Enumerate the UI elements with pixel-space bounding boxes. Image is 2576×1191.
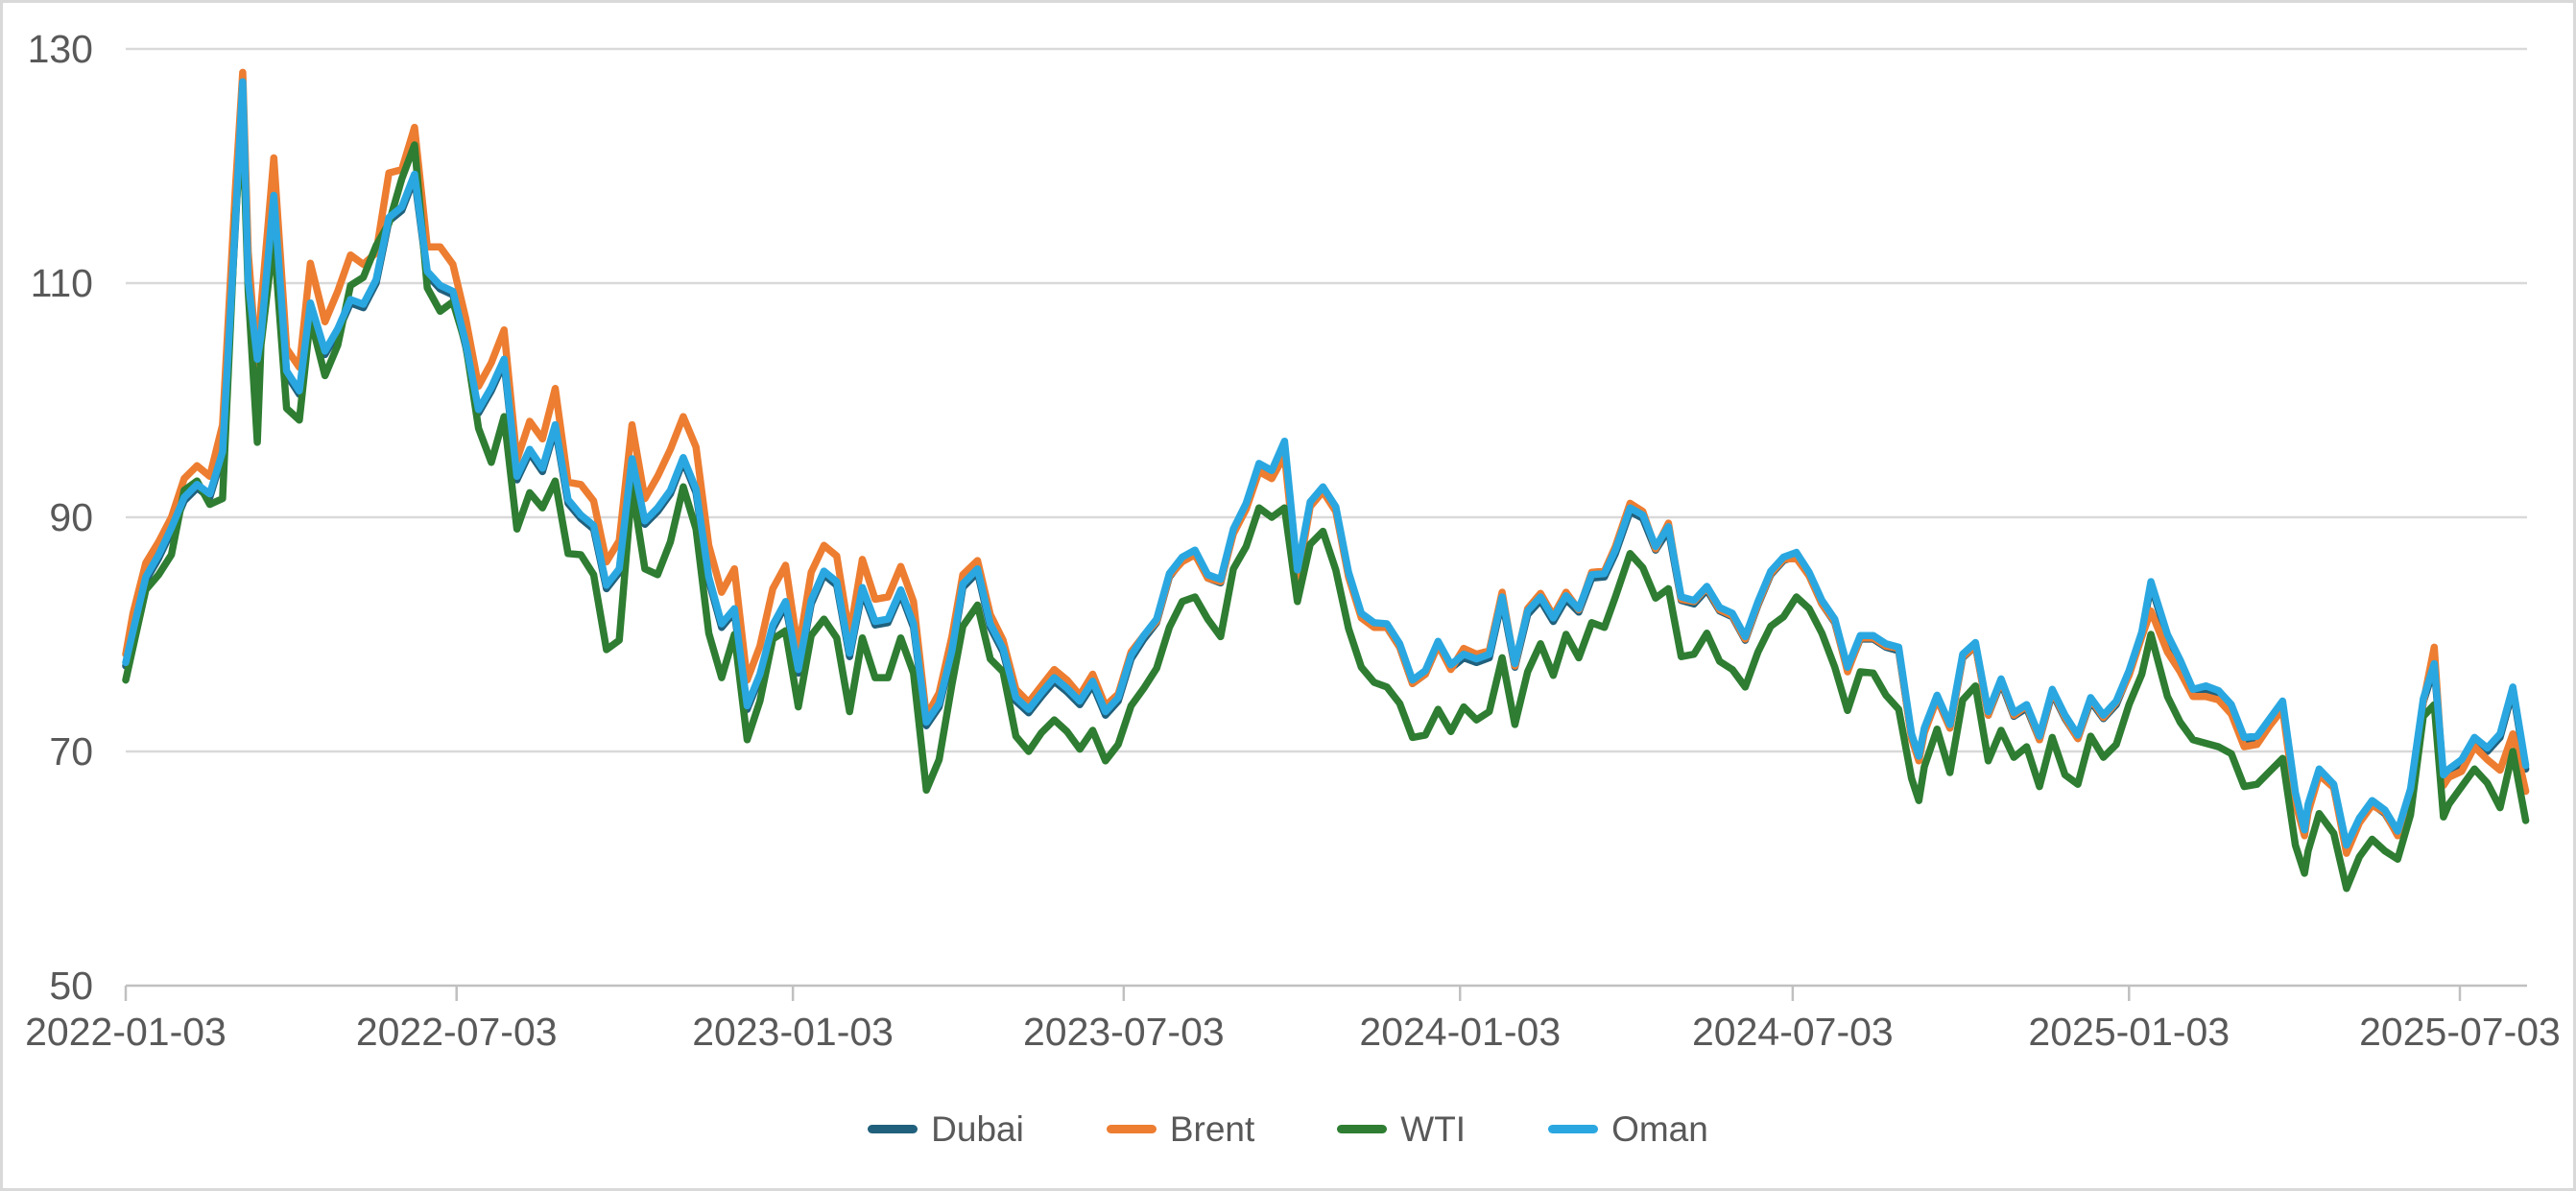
x-axis-tick-label: 2022-01-03: [25, 1010, 227, 1054]
legend-label: WTI: [1400, 1109, 1467, 1149]
legend-swatch-icon: [868, 1125, 918, 1133]
x-axis: [124, 984, 2527, 1001]
legend-swatch-icon: [1548, 1125, 1599, 1133]
legend-label: Oman: [1611, 1109, 1708, 1149]
series-lines: [122, 68, 2530, 893]
x-axis-labels: 2022-01-03 2022-07-03 2023-01-03 2023-07-03…: [25, 1010, 2561, 1054]
series-line-wti[interactable]: [122, 119, 2530, 893]
y-axis-tick-label: 70: [49, 729, 93, 774]
series-line-dubai[interactable]: [122, 82, 2530, 853]
legend-label: Brent: [1169, 1109, 1255, 1149]
legend-item-dubai[interactable]: Dubai: [868, 1111, 1024, 1147]
gridlines: [126, 47, 2527, 753]
legend: Dubai Brent WTI Oman: [0, 1111, 2576, 1147]
y-axis-tick-label: 50: [49, 964, 93, 1008]
x-axis-tick-label: 2024-07-03: [1692, 1010, 1894, 1054]
x-axis-tick-label: 2025-01-03: [2028, 1010, 2230, 1054]
y-axis-tick-label: 90: [49, 495, 93, 539]
legend-label: Dubai: [931, 1109, 1024, 1149]
series-line-brent[interactable]: [122, 68, 2530, 857]
legend-item-wti[interactable]: WTI: [1337, 1111, 1466, 1147]
y-axis-tick-label: 110: [31, 261, 93, 305]
x-axis-tick-label: 2023-07-03: [1023, 1010, 1225, 1054]
legend-item-oman[interactable]: Oman: [1548, 1111, 1708, 1147]
y-axis-tick-label: 130: [28, 27, 93, 71]
x-axis-tick-label: 2023-01-03: [692, 1010, 894, 1054]
x-axis-tick-label: 2024-01-03: [1359, 1010, 1561, 1054]
legend-item-brent[interactable]: Brent: [1106, 1109, 1255, 1149]
legend-swatch-icon: [1337, 1125, 1388, 1133]
x-axis-tick-label: 2022-07-03: [356, 1010, 558, 1054]
x-axis-tick-label: 2025-07-03: [2359, 1010, 2561, 1054]
series-line-oman[interactable]: [122, 78, 2530, 849]
y-axis-labels: 50 70 90 110 130: [28, 27, 93, 1008]
legend-swatch-icon: [1106, 1125, 1157, 1133]
